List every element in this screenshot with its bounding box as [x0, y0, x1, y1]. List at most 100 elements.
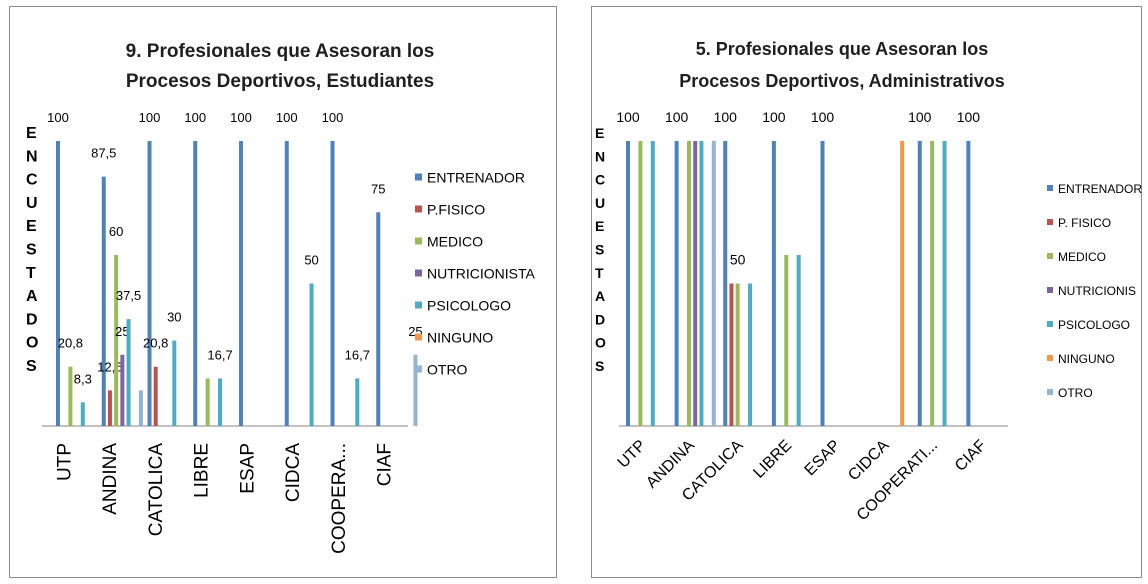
- y-axis-label-letter: A: [26, 288, 38, 305]
- data-label: 100: [665, 109, 689, 125]
- data-label: 100: [184, 110, 206, 125]
- data-label: 100: [276, 110, 298, 125]
- chart-administrativos: 5. Profesionales que Asesoran los Proceso…: [595, 39, 1142, 524]
- y-axis-label-letter: C: [26, 172, 38, 189]
- data-label: 100: [616, 109, 640, 125]
- y-axis-label-letter: D: [595, 311, 605, 327]
- bar-entrenador-cooperati-: [917, 141, 922, 426]
- bar-ninguno-cidca: [900, 141, 905, 426]
- bar-entrenador-utp: [56, 141, 60, 426]
- bar-psicologo-libre: [218, 378, 223, 426]
- data-label: 87,5: [91, 146, 116, 161]
- legend-label: NUTRICIONIS: [1058, 284, 1136, 298]
- bar-medico-libre: [205, 378, 210, 426]
- y-axis-label-letter: S: [595, 358, 604, 374]
- chart-title-line: Procesos Deportivos, Administrativos: [679, 71, 1004, 91]
- bar-psicologo-utp: [650, 141, 655, 426]
- bar-psicologo-catolica: [748, 283, 753, 426]
- data-label: 100: [139, 110, 161, 125]
- bar-entrenador-ciaf: [966, 141, 971, 426]
- y-axis-label-letter: E: [595, 125, 604, 141]
- data-label: 100: [762, 109, 786, 125]
- bar-entrenador-coopera-: [330, 141, 335, 426]
- legend-swatch: [1047, 287, 1053, 293]
- bar-psicologo-catolica: [172, 340, 177, 426]
- bar-medico-utp: [638, 141, 643, 426]
- bar-medico-andina: [687, 141, 692, 426]
- bar-psicologo-andina: [126, 319, 131, 426]
- legend-swatch: [1047, 355, 1053, 361]
- chart-panel-estudiantes: 9. Profesionales que Asesoran los Proceso…: [9, 6, 557, 578]
- bar-entrenador-utp: [626, 141, 630, 426]
- legend-label: NINGUNO: [1058, 352, 1115, 366]
- chart-panel-administrativos: 5. Profesionales que Asesoran los Proceso…: [591, 6, 1142, 578]
- y-axis-label-letter: S: [26, 358, 37, 375]
- legend-swatch: [415, 173, 422, 181]
- data-label: 100: [908, 109, 932, 125]
- legend-label: P.FISICO: [427, 202, 485, 218]
- data-label: 100: [714, 109, 738, 125]
- data-label: 50: [730, 252, 746, 268]
- y-axis-label-letter: N: [26, 148, 38, 165]
- bar-nutricionis-andina: [693, 141, 698, 426]
- y-axis-label-letter: O: [595, 335, 606, 351]
- x-tick-label: CIAF: [375, 443, 396, 486]
- y-axis-label-letter: D: [26, 311, 38, 328]
- legend-label: OTRO: [1058, 386, 1093, 400]
- legend-swatch: [415, 301, 422, 309]
- legend-swatch: [1047, 321, 1053, 327]
- legend-label: OTRO: [427, 362, 468, 378]
- legend-label: ENTRENADOR: [427, 170, 525, 186]
- x-tick-label: UTP: [54, 443, 75, 481]
- bar-medico-catolica: [735, 283, 740, 426]
- x-tick-label: CIDCA: [845, 437, 892, 484]
- y-axis-label-letter: O: [26, 335, 38, 352]
- x-tick-label: CATOLICA: [146, 443, 167, 537]
- x-tick-label: UTP: [615, 437, 650, 472]
- y-axis-label-letter: E: [595, 218, 604, 234]
- bar-otro-andina: [138, 390, 143, 426]
- legend-label: PSICOLOGO: [427, 298, 511, 314]
- data-label: 12,5: [97, 359, 122, 374]
- data-label: 20,8: [58, 336, 83, 351]
- bar-entrenador-libre: [771, 141, 776, 426]
- legend-swatch: [415, 237, 422, 245]
- bar-psicologo-andina: [699, 141, 704, 426]
- data-label: 50: [304, 253, 318, 268]
- data-label: 16,7: [207, 347, 232, 362]
- legend-swatch: [1047, 219, 1053, 225]
- bar-psicologo-cooperati-: [942, 141, 947, 426]
- bar-entrenador-andina: [101, 176, 106, 426]
- legend-swatch: [1047, 253, 1053, 259]
- data-label: 100: [957, 109, 981, 125]
- bar-p-fisico-andina: [107, 390, 112, 426]
- y-axis-label-letter: N: [595, 148, 605, 164]
- x-tick-label: LIBRE: [750, 437, 795, 482]
- y-axis-label-letter: U: [26, 195, 38, 212]
- bar-psicologo-utp: [80, 402, 85, 426]
- legend-label: ENTRENADOR: [1058, 182, 1142, 196]
- y-axis-label-letter: S: [595, 242, 604, 258]
- data-label: 100: [230, 110, 252, 125]
- legend-swatch: [1047, 389, 1053, 395]
- y-axis-label-letter: T: [595, 265, 604, 281]
- bar-medico-utp: [68, 366, 73, 426]
- bar-p-fisico-catolica: [153, 366, 158, 426]
- data-label: 100: [322, 110, 344, 125]
- data-label: 25: [115, 324, 129, 339]
- bar-psicologo-cidca: [309, 283, 314, 426]
- data-label: 100: [47, 110, 69, 125]
- legend-swatch: [1047, 185, 1053, 191]
- y-axis-label-letter: A: [595, 288, 605, 304]
- x-tick-label: ESAP: [237, 443, 258, 494]
- legend-label: NINGUNO: [427, 330, 493, 346]
- y-axis-label-letter: E: [26, 218, 37, 235]
- bar-otro-ciaf: [413, 354, 418, 426]
- legend-swatch: [415, 269, 422, 277]
- x-tick-label: CIDCA: [283, 443, 304, 502]
- bar-p-fisico-catolica: [729, 283, 734, 426]
- bar-nutricionista-andina: [120, 354, 125, 426]
- chart-title-line: 9. Profesionales que Asesoran los: [126, 41, 435, 62]
- data-label: 30: [167, 310, 181, 325]
- x-tick-label: ESAP: [802, 437, 844, 479]
